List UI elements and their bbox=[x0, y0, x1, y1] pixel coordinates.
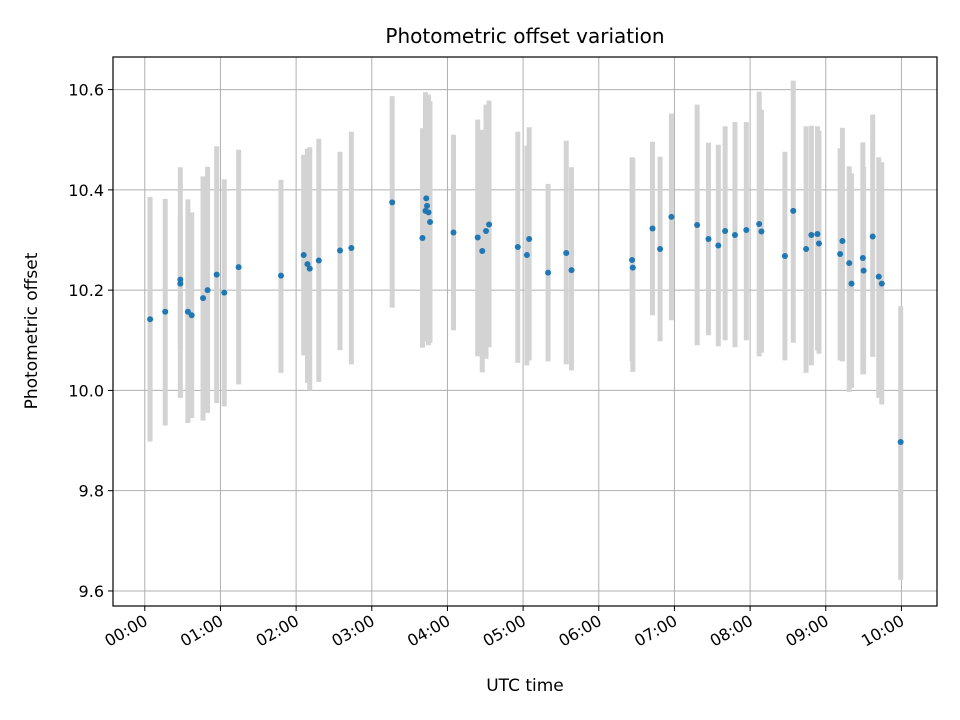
data-point bbox=[389, 199, 396, 206]
data-point bbox=[545, 269, 552, 276]
data-point bbox=[808, 231, 815, 238]
data-point bbox=[846, 260, 853, 267]
data-point bbox=[705, 235, 712, 242]
data-points bbox=[147, 195, 904, 446]
plot-frame bbox=[112, 56, 938, 607]
data-point bbox=[629, 257, 636, 264]
data-point bbox=[474, 234, 481, 241]
data-point bbox=[668, 213, 675, 220]
data-point bbox=[479, 248, 486, 255]
x-tick-label: 06:00 bbox=[555, 611, 604, 651]
data-point bbox=[523, 252, 530, 259]
data-point bbox=[427, 218, 434, 225]
data-point bbox=[814, 230, 821, 237]
data-point bbox=[878, 280, 885, 287]
data-point bbox=[722, 227, 729, 234]
data-point bbox=[563, 250, 570, 257]
data-point bbox=[483, 227, 490, 234]
data-point bbox=[837, 251, 844, 258]
x-tick-label: 03:00 bbox=[328, 611, 377, 651]
data-point bbox=[177, 280, 184, 287]
data-point bbox=[743, 226, 750, 233]
x-tick-label: 00:00 bbox=[101, 611, 150, 651]
grid-lines bbox=[113, 57, 937, 606]
y-tick-label: 9.6 bbox=[79, 582, 104, 601]
x-tick-label: 08:00 bbox=[707, 611, 756, 651]
data-point bbox=[204, 287, 211, 294]
data-point bbox=[526, 235, 533, 242]
data-point bbox=[419, 234, 426, 241]
y-tick-label: 9.8 bbox=[79, 482, 104, 501]
y-tick-label: 10.6 bbox=[68, 81, 104, 100]
data-point bbox=[486, 221, 493, 228]
x-tick-label: 09:00 bbox=[782, 611, 831, 651]
data-point bbox=[147, 316, 154, 323]
data-point bbox=[300, 252, 307, 259]
y-tick-label: 10.0 bbox=[68, 381, 104, 400]
data-point bbox=[306, 265, 313, 272]
y-tick-label: 10.4 bbox=[68, 181, 104, 200]
x-tick-label: 02:00 bbox=[253, 611, 302, 651]
data-point bbox=[423, 195, 430, 202]
data-point bbox=[897, 439, 904, 446]
data-point bbox=[200, 295, 207, 302]
data-point bbox=[568, 267, 575, 274]
data-point bbox=[815, 240, 822, 247]
data-point bbox=[860, 267, 867, 274]
x-axis-label: UTC time bbox=[486, 676, 564, 696]
data-point bbox=[336, 247, 343, 254]
x-tick-label: 01:00 bbox=[177, 611, 226, 651]
x-tick-label: 10:00 bbox=[858, 611, 907, 651]
x-tick-label: 07:00 bbox=[631, 611, 680, 651]
data-point bbox=[859, 255, 866, 262]
chart-title: Photometric offset variation bbox=[385, 24, 664, 48]
data-point bbox=[715, 242, 722, 249]
y-tick-label: 10.2 bbox=[68, 281, 104, 300]
y-axis-label: Photometric offset bbox=[22, 252, 42, 409]
data-point bbox=[235, 264, 242, 271]
data-point bbox=[184, 308, 191, 315]
data-point bbox=[790, 207, 797, 214]
data-point bbox=[869, 233, 876, 240]
y-axis-ticks: 9.6 9.8 10.0 10.2 10.4 10.6 bbox=[68, 81, 113, 601]
data-point bbox=[657, 246, 664, 253]
data-point bbox=[277, 272, 284, 279]
data-point bbox=[875, 273, 882, 280]
data-point bbox=[649, 225, 656, 232]
data-point bbox=[803, 246, 810, 253]
data-point bbox=[315, 257, 322, 264]
data-point bbox=[213, 271, 220, 278]
data-point bbox=[304, 261, 311, 268]
data-point bbox=[758, 228, 765, 235]
error-bars bbox=[147, 80, 904, 580]
data-point bbox=[424, 202, 431, 209]
data-point bbox=[348, 245, 355, 252]
data-point bbox=[514, 244, 521, 251]
data-point bbox=[781, 253, 788, 260]
data-point bbox=[694, 221, 701, 228]
data-point bbox=[756, 220, 763, 227]
data-point bbox=[188, 312, 195, 319]
data-point bbox=[162, 308, 169, 315]
data-point bbox=[731, 231, 738, 238]
x-axis-ticks: 00:00 01:00 02:00 03:00 04:00 05:00 06:00 07:00… bbox=[101, 606, 907, 651]
data-point bbox=[221, 289, 228, 296]
x-tick-label: 05:00 bbox=[480, 611, 529, 651]
data-point bbox=[450, 229, 457, 236]
data-point bbox=[848, 280, 855, 287]
x-tick-label: 04:00 bbox=[404, 611, 453, 651]
data-point bbox=[839, 238, 846, 245]
data-point bbox=[425, 209, 432, 216]
data-point bbox=[629, 264, 636, 271]
